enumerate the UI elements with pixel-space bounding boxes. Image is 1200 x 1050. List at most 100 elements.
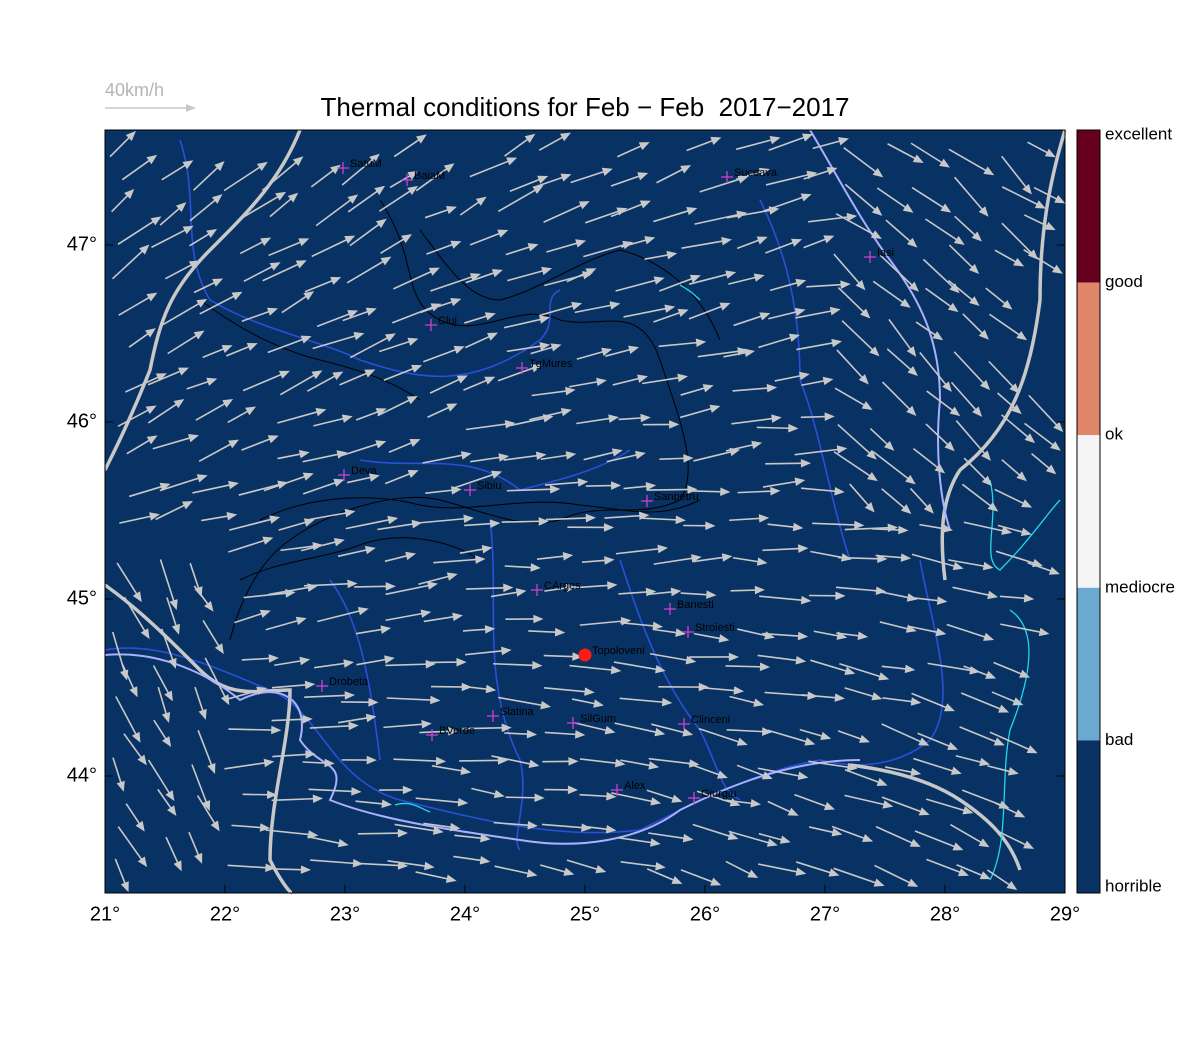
wind-arrow-head: [515, 588, 527, 597]
lon-label: 25°: [570, 903, 600, 925]
wind-arrow-head: [538, 517, 549, 526]
wind-arrow: [615, 278, 661, 292]
wind-arrow: [875, 825, 918, 847]
wind-arrow: [302, 452, 344, 463]
wind-arrow-head: [826, 166, 838, 176]
wind-arrow-head: [269, 515, 281, 524]
wind-arrow: [1001, 186, 1043, 208]
wind-arrow-head: [137, 856, 148, 868]
wind-arrow: [541, 823, 588, 829]
wind-arrow: [491, 755, 536, 766]
wind-arrow-head: [407, 337, 419, 346]
wind-arrow-head: [541, 266, 553, 276]
colorbar-label: excellent: [1105, 124, 1172, 143]
wind-arrow: [614, 722, 662, 735]
wind-arrow-head: [870, 230, 882, 239]
wind-arrow-head: [898, 525, 909, 535]
city-label: TgMures: [529, 358, 573, 370]
wind-arrow-head: [528, 759, 540, 768]
wind-arrow: [838, 556, 884, 560]
wind-arrow-head: [565, 386, 576, 396]
wind-arrow: [316, 311, 355, 328]
wind-arrow: [243, 193, 284, 218]
wind-arrow-head: [479, 856, 491, 865]
wind-arrow-head: [844, 666, 856, 675]
wind-arrow-head: [910, 767, 922, 777]
wind-arrow-head: [498, 453, 510, 462]
wind-arrow: [844, 769, 885, 785]
wind-arrow-head: [750, 799, 762, 808]
wind-arrow: [844, 794, 890, 807]
wind-arrow-head: [407, 185, 419, 196]
lat-label: 45°: [67, 587, 97, 609]
wind-arrow: [459, 759, 505, 762]
wind-arrow-head: [193, 330, 205, 340]
wind-arrow-head: [654, 727, 666, 737]
wind-arrow-head: [526, 729, 538, 739]
wind-arrow: [1028, 394, 1062, 430]
wind-arrow-head: [982, 561, 994, 571]
wind-arrow-head: [480, 833, 491, 843]
wind-arrow: [613, 661, 662, 672]
wind-arrow: [806, 283, 847, 288]
wind-arrow: [268, 585, 314, 596]
wind-arrow-head: [146, 292, 158, 302]
wind-arrow: [762, 194, 809, 213]
lon-label: 22°: [210, 903, 240, 925]
wind-arrow-head: [532, 661, 543, 670]
wind-arrow-head: [411, 519, 423, 529]
wind-arrow-head: [846, 762, 858, 772]
wind-arrow-head: [1009, 383, 1020, 394]
wind-arrow-head: [802, 133, 814, 142]
wind-arrow: [223, 163, 265, 192]
wind-arrow: [302, 480, 341, 495]
wind-arrow-head: [430, 695, 441, 705]
wind-arrow: [794, 793, 832, 809]
wind-arrow-head: [456, 657, 467, 667]
wind-arrow: [584, 208, 624, 224]
city: Slatina: [487, 706, 535, 722]
wind-arrow: [394, 823, 440, 833]
wind-arrow: [566, 859, 603, 872]
wind-arrow: [312, 333, 361, 350]
wind-arrow: [959, 726, 1002, 745]
wind-arrow-head: [463, 514, 474, 524]
wind-arrow-head: [645, 482, 657, 491]
wind-arrow: [837, 423, 875, 458]
wind-arrow-head: [1019, 669, 1031, 678]
wind-arrow: [922, 258, 958, 292]
wind-arrow-head: [1007, 767, 1019, 776]
wind-arrow-head: [831, 338, 843, 348]
city-label: Giurgiu: [701, 788, 736, 800]
lon-label: 27°: [810, 903, 840, 925]
wind-arrow-head: [214, 643, 224, 655]
wind-arrow-head: [727, 831, 739, 841]
wind-arrow-head: [532, 185, 544, 195]
wind-arrow: [385, 663, 432, 667]
wind-arrow-head: [655, 664, 666, 674]
wind-arrow-head: [670, 587, 682, 597]
wind-arrow: [508, 416, 550, 427]
wind-arrow-head: [1053, 421, 1064, 433]
wind-arrow-head: [540, 700, 552, 710]
wind-arrow-head: [1054, 194, 1066, 204]
wind-arrow-head: [637, 172, 649, 181]
wind-arrow: [574, 303, 617, 314]
wind-arrow: [649, 652, 693, 662]
wind-arrow-head: [900, 553, 912, 562]
wind-arrow-head: [330, 164, 341, 175]
wind-arrow-head: [178, 367, 190, 376]
wind-arrow: [227, 864, 272, 869]
wind-arrow-head: [341, 414, 353, 423]
wind-arrows: [109, 130, 1066, 893]
wind-arrow: [147, 759, 173, 799]
wind-arrow-head: [275, 191, 287, 201]
city-label: Stroiesti: [695, 622, 735, 634]
wind-arrow-head: [918, 737, 930, 746]
wind-arrow-head: [766, 838, 778, 847]
wind-arrow: [238, 482, 285, 496]
wind-arrow-head: [795, 656, 807, 665]
wind-arrow-head: [443, 163, 455, 173]
wind-arrow: [873, 589, 914, 600]
wind-arrow: [243, 263, 278, 282]
